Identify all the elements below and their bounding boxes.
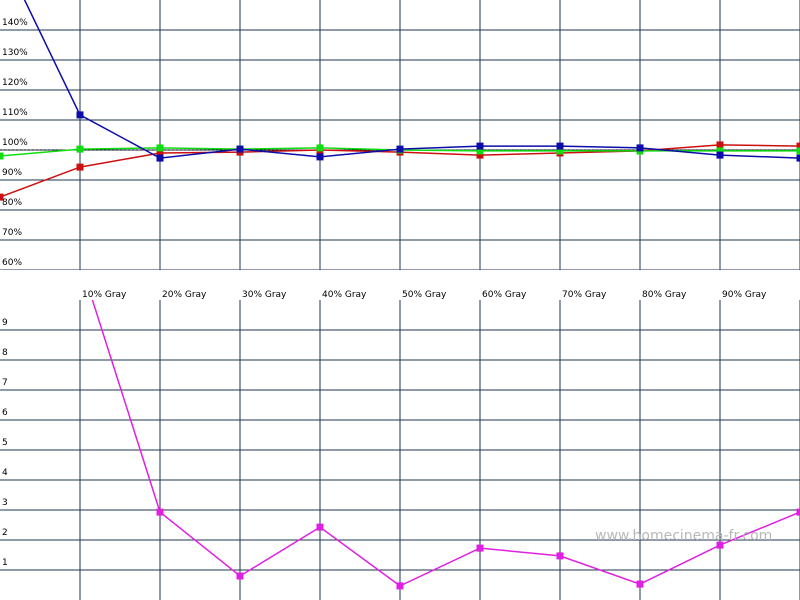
data-point xyxy=(716,141,724,149)
y-tick-label: 130% xyxy=(2,48,28,58)
y-tick-label: 100% xyxy=(2,138,28,148)
y-tick-label: 5 xyxy=(2,438,8,448)
y-tick-label: 70% xyxy=(2,228,22,238)
data-point xyxy=(476,147,484,155)
data-point xyxy=(796,142,800,150)
x-tick-label: 10% Gray xyxy=(82,290,127,300)
data-point xyxy=(556,552,564,560)
y-tick-label: 140% xyxy=(2,18,28,28)
y-tick-label: 9 xyxy=(2,318,8,328)
y-tick-label: 60% xyxy=(2,258,22,268)
data-point xyxy=(396,582,404,590)
data-point xyxy=(316,523,324,531)
plot-area xyxy=(0,300,800,600)
y-tick-label: 110% xyxy=(2,108,28,118)
data-point xyxy=(316,144,324,152)
plot-area xyxy=(0,0,800,270)
x-tick-label: 30% Gray xyxy=(242,290,287,300)
data-point xyxy=(316,153,324,161)
data-point xyxy=(796,147,800,155)
x-tick-label: 90% Gray xyxy=(722,290,767,300)
y-tick-label: 3 xyxy=(2,498,8,508)
y-tick-label: 1 xyxy=(2,558,8,568)
data-point xyxy=(476,544,484,552)
y-tick-label: 6 xyxy=(2,408,8,418)
x-tick-label: 40% Gray xyxy=(322,290,367,300)
data-point xyxy=(556,142,564,150)
y-tick-label: 7 xyxy=(2,378,8,388)
data-point xyxy=(76,145,84,153)
y-tick-label: 8 xyxy=(2,348,8,358)
series-line xyxy=(91,300,800,587)
data-point xyxy=(236,145,244,153)
data-point xyxy=(476,151,484,159)
data-point xyxy=(556,147,564,155)
watermark: www.homecinema-fr.com xyxy=(595,528,772,544)
data-point xyxy=(76,111,84,119)
x-tick-label: 60% Gray xyxy=(482,290,527,300)
data-point xyxy=(0,152,4,160)
y-tick-label: 90% xyxy=(2,168,22,178)
data-point xyxy=(396,145,404,153)
data-point xyxy=(716,151,724,159)
data-point xyxy=(476,142,484,150)
x-tick-label: 50% Gray xyxy=(402,290,447,300)
x-tick-label: 70% Gray xyxy=(562,290,607,300)
data-point xyxy=(156,508,164,516)
data-point xyxy=(156,154,164,162)
y-tick-label: 4 xyxy=(2,468,8,478)
y-tick-label: 80% xyxy=(2,198,22,208)
data-point xyxy=(636,144,644,152)
data-point xyxy=(636,580,644,588)
y-tick-label: 120% xyxy=(2,78,28,88)
data-point xyxy=(76,163,84,171)
data-point xyxy=(796,154,800,162)
data-point xyxy=(796,508,800,516)
data-point xyxy=(716,147,724,155)
y-tick-label: 2 xyxy=(2,528,8,538)
x-tick-label: 20% Gray xyxy=(162,290,207,300)
x-tick-label: 80% Gray xyxy=(642,290,687,300)
data-point xyxy=(236,572,244,580)
data-point xyxy=(0,193,4,201)
data-point xyxy=(716,541,724,549)
data-point xyxy=(156,144,164,152)
data-point xyxy=(156,149,164,157)
